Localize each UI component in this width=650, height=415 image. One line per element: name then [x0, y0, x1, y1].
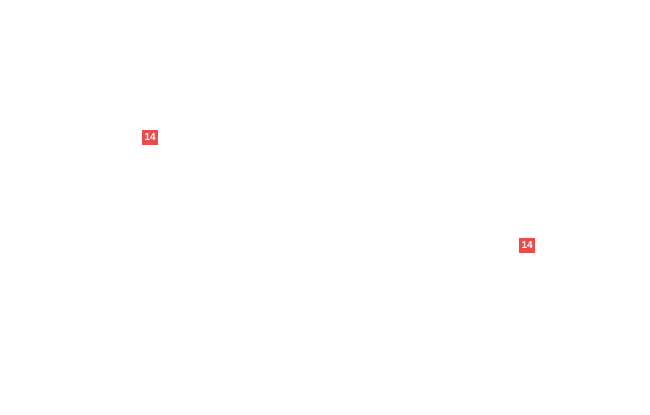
part-callout-badge[interactable]: 14 — [519, 238, 535, 253]
part-callout-badge[interactable]: 14 — [142, 130, 158, 145]
